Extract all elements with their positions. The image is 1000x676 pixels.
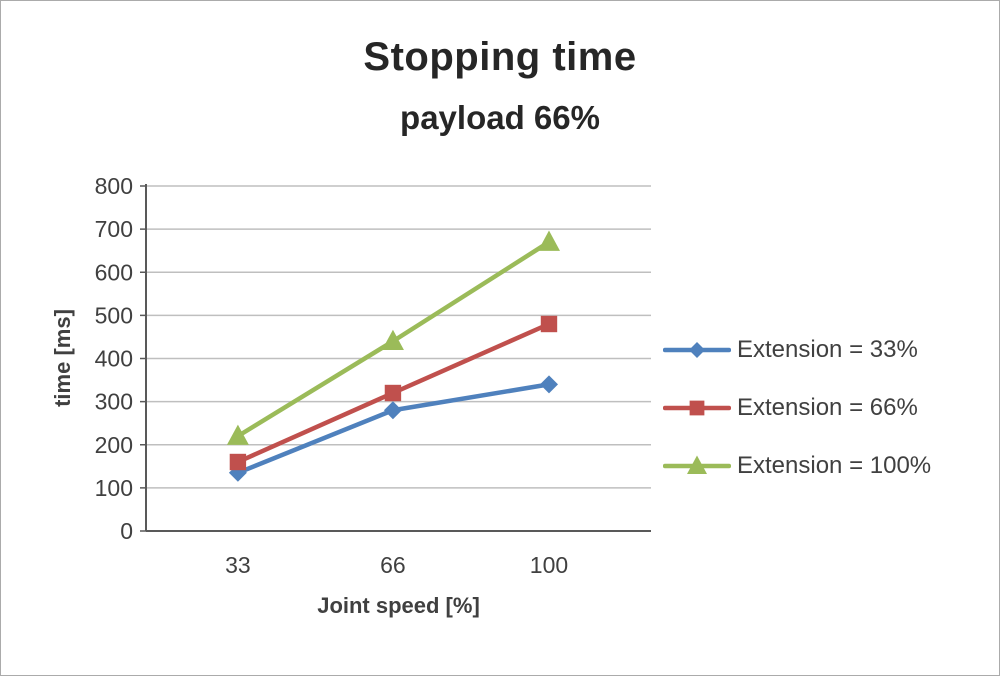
legend-item: Extension = 66%	[663, 391, 993, 425]
diamond-marker	[689, 342, 705, 358]
y-tick-label: 400	[95, 346, 133, 372]
square-marker	[384, 384, 402, 402]
legend-label: Extension = 66%	[737, 394, 918, 421]
triangle-marker	[381, 329, 404, 351]
legend-marker-sample	[663, 342, 731, 358]
y-tick-label: 600	[95, 259, 133, 285]
y-tick-label: 500	[95, 302, 133, 328]
x-tick-label: 33	[225, 552, 251, 578]
legend-item: Extension = 100%	[663, 449, 993, 483]
legend-label: Extension = 33%	[737, 336, 918, 363]
x-tick-label: 66	[380, 552, 406, 578]
x-tick-label: 100	[530, 552, 568, 578]
triangle-marker	[537, 230, 560, 251]
y-axis-title: time [ms]	[50, 309, 75, 407]
square-marker	[229, 453, 247, 471]
legend: Extension = 33% Extension = 66% Extension …	[663, 333, 993, 483]
square-marker	[540, 315, 558, 333]
y-tick-label: 0	[120, 518, 133, 544]
square-marker	[689, 400, 705, 416]
legend-label: Extension = 100%	[737, 452, 932, 479]
chart-title: Stopping time	[363, 35, 637, 79]
triangle-marker	[226, 424, 249, 445]
y-tick-label: 100	[95, 475, 133, 501]
y-tick-label: 300	[95, 389, 133, 415]
legend-marker-sample	[663, 455, 731, 474]
triangle-marker	[687, 455, 707, 474]
diamond-marker	[539, 375, 558, 394]
x-axis-title: Joint speed [%]	[317, 593, 480, 618]
y-tick-label: 200	[95, 432, 133, 458]
y-tick-label: 700	[95, 216, 133, 242]
y-tick-label: 800	[95, 173, 133, 199]
chart-subtitle: payload 66%	[400, 99, 600, 136]
legend-item: Extension = 33%	[663, 333, 993, 367]
diamond-marker	[383, 401, 402, 420]
legend-marker-sample	[663, 400, 731, 416]
